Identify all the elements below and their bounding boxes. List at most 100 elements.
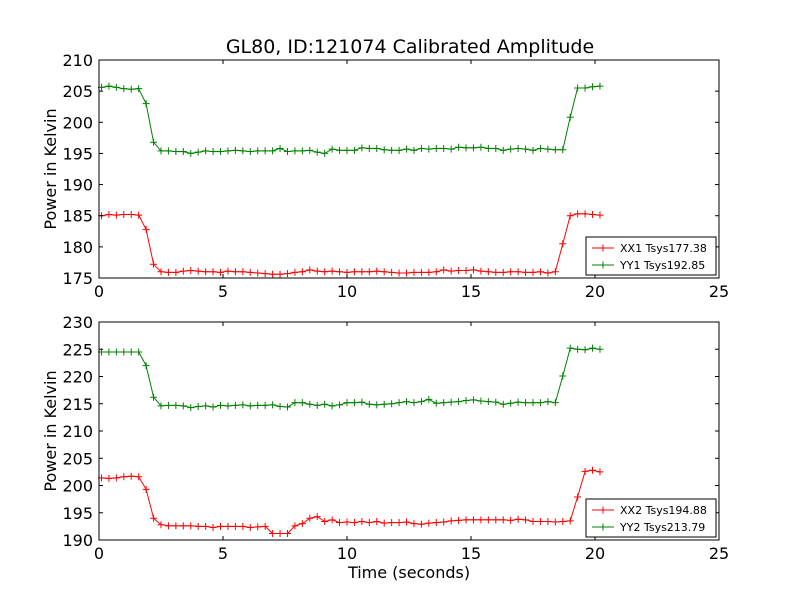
legend-entry: YY1 Tsys192.85 — [619, 259, 705, 272]
data-point — [269, 270, 277, 278]
data-point — [529, 268, 537, 276]
data-point — [343, 399, 351, 407]
data-point — [395, 519, 403, 527]
data-point — [581, 84, 589, 92]
data-point — [194, 148, 202, 156]
data-point — [120, 210, 128, 218]
y-tick-label: 210 — [62, 51, 93, 70]
data-point — [350, 268, 358, 276]
data-point — [291, 147, 299, 155]
data-point — [529, 399, 537, 407]
data-point — [127, 472, 135, 480]
data-point — [150, 514, 158, 522]
series-line-2 — [101, 85, 601, 154]
data-point — [492, 516, 500, 524]
data-point — [336, 146, 344, 154]
data-point — [142, 100, 150, 108]
data-point — [514, 268, 522, 276]
data-point — [581, 346, 589, 354]
data-point — [343, 518, 351, 526]
data-point — [522, 268, 530, 276]
data-point — [380, 146, 388, 154]
legend-entry: XX1 Tsys177.38 — [620, 242, 707, 255]
data-point — [425, 145, 433, 153]
legend-box — [585, 498, 717, 538]
data-point — [440, 144, 448, 152]
data-point — [581, 467, 589, 475]
data-point — [202, 268, 210, 276]
y-tick-label: 200 — [62, 113, 93, 132]
data-point — [417, 268, 425, 276]
data-point — [492, 398, 500, 406]
chart-title: GL80, ID:121074 Calibrated Amplitude — [226, 36, 594, 58]
data-point — [499, 516, 507, 524]
data-point — [328, 267, 336, 275]
data-point — [388, 519, 396, 527]
data-point — [477, 397, 485, 405]
x-tick-label: 5 — [218, 282, 228, 301]
data-point — [566, 212, 574, 220]
data-point — [574, 210, 582, 218]
data-point — [321, 400, 329, 408]
data-point — [380, 519, 388, 527]
data-point — [358, 517, 366, 525]
data-point — [462, 267, 470, 275]
data-point — [283, 270, 291, 278]
x-axis-label: Time (seconds) — [347, 563, 470, 582]
y-tick-label: 195 — [62, 144, 93, 163]
data-point — [217, 148, 225, 156]
y-tick-label: 205 — [62, 82, 93, 101]
data-point — [462, 396, 470, 404]
data-point — [350, 399, 358, 407]
data-point — [135, 85, 143, 93]
data-point — [492, 144, 500, 152]
data-point — [150, 138, 158, 146]
data-point — [112, 83, 120, 91]
y-tick-label: 210 — [62, 422, 93, 441]
data-point — [127, 210, 135, 218]
data-point — [187, 267, 195, 275]
y-tick-label: 230 — [62, 313, 93, 332]
data-point — [350, 519, 358, 527]
data-point — [283, 529, 291, 537]
data-point — [484, 144, 492, 152]
data-point — [261, 522, 269, 530]
data-point — [142, 362, 150, 370]
data-point — [298, 399, 306, 407]
data-point — [388, 268, 396, 276]
data-point — [209, 403, 217, 411]
data-point — [276, 270, 284, 278]
data-point — [380, 400, 388, 408]
data-point — [261, 147, 269, 155]
data-point — [417, 520, 425, 528]
data-point — [469, 396, 477, 404]
data-point — [507, 516, 515, 524]
data-point — [157, 147, 165, 155]
data-point — [395, 146, 403, 154]
data-point — [447, 145, 455, 153]
data-point — [239, 401, 247, 409]
data-point — [172, 522, 180, 530]
data-point — [589, 210, 597, 218]
data-point — [544, 269, 552, 277]
y-tick-label: 205 — [62, 449, 93, 468]
data-point — [313, 513, 321, 521]
data-point — [395, 269, 403, 277]
data-point — [194, 402, 202, 410]
data-point — [209, 148, 217, 156]
data-point — [112, 348, 120, 356]
data-point — [239, 522, 247, 530]
data-point — [328, 516, 336, 524]
data-point — [544, 517, 552, 525]
data-point — [559, 240, 567, 248]
data-point — [536, 517, 544, 525]
data-point — [179, 148, 187, 156]
data-point — [529, 517, 537, 525]
legend-marker — [599, 506, 607, 514]
data-point — [589, 83, 597, 91]
data-point — [172, 401, 180, 409]
data-point — [365, 268, 373, 276]
series-line-1 — [101, 213, 601, 275]
data-point — [529, 146, 537, 154]
plot-frame — [98, 59, 720, 279]
